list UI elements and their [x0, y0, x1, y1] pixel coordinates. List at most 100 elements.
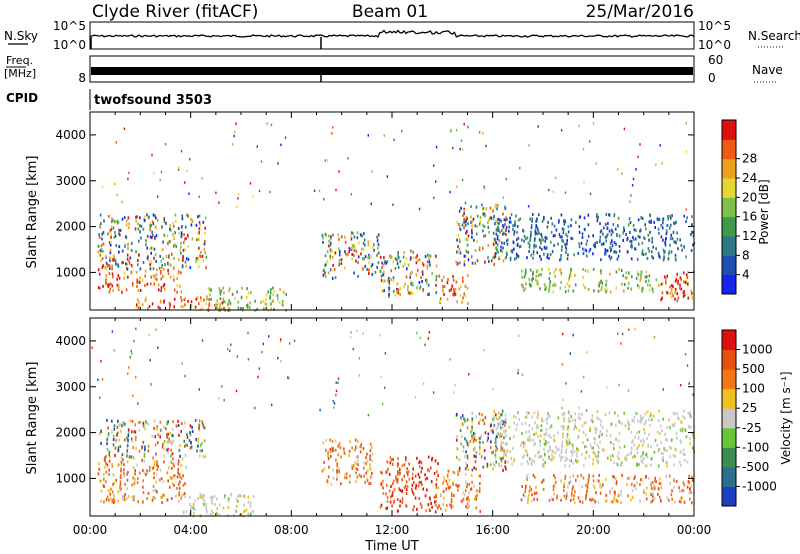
- scatter-cell: [433, 472, 436, 475]
- scatter-cell: [179, 473, 181, 477]
- scatter-cell: [540, 428, 542, 432]
- scatter-cell: [223, 300, 225, 304]
- scatter-cell: [422, 382, 425, 385]
- scatter-cell: [463, 226, 465, 230]
- scatter-cell: [109, 282, 112, 286]
- scatter-cell: [200, 251, 202, 255]
- scatter-cell: [492, 462, 495, 466]
- scatter-cell: [106, 463, 109, 467]
- x-tick-label: 16:00: [475, 523, 510, 537]
- scatter-cell: [549, 445, 551, 449]
- scatter-cell: [586, 351, 588, 354]
- scatter-cell: [177, 272, 180, 276]
- scatter-cell: [686, 216, 688, 220]
- scatter-cell: [537, 425, 539, 429]
- scatter-cell: [398, 256, 400, 260]
- scatter-cell: [357, 261, 359, 265]
- scatter-cell: [148, 215, 150, 219]
- scatter-cell: [679, 490, 681, 494]
- scatter-cell: [615, 286, 618, 290]
- scatter-cell: [602, 242, 605, 246]
- scatter-cell: [471, 480, 473, 484]
- scatter-cell: [490, 429, 492, 433]
- scatter-cell: [158, 288, 160, 292]
- scatter-cell: [121, 424, 123, 428]
- scatter-cell: [256, 145, 258, 148]
- scatter-cell: [166, 435, 168, 439]
- scatter-cell: [336, 468, 338, 472]
- scatter-cell: [204, 455, 207, 459]
- scatter-cell: [122, 261, 124, 264]
- scatter-cell: [494, 464, 496, 468]
- scatter-cell: [513, 421, 515, 425]
- scatter-cell: [422, 263, 425, 267]
- scatter-cell: [374, 270, 377, 274]
- scatter-cell: [369, 442, 372, 446]
- scatter-cell: [468, 491, 470, 495]
- scatter-cell: [456, 128, 458, 132]
- scatter-cell: [371, 273, 374, 276]
- scatter-cell: [366, 452, 368, 456]
- scatter-cell: [362, 241, 365, 245]
- scatter-cell: [530, 253, 532, 257]
- scatter-cell: [496, 432, 499, 436]
- scatter-cell: [557, 447, 560, 451]
- scatter-cell: [605, 477, 607, 481]
- scatter-cell: [160, 270, 162, 273]
- scatter-cell: [596, 214, 598, 218]
- scatter-cell: [246, 287, 248, 291]
- scatter-cell: [139, 276, 141, 280]
- scatter-cell: [401, 478, 403, 482]
- scatter-cell: [471, 428, 473, 432]
- scatter-cell: [581, 485, 584, 489]
- scatter-cell: [454, 292, 457, 296]
- scatter-cell: [616, 500, 619, 504]
- scatter-cell: [481, 413, 483, 417]
- scatter-cell: [456, 238, 458, 242]
- scatter-cell: [639, 455, 642, 459]
- scatter-cell: [324, 274, 327, 278]
- scatter-cell: [688, 382, 690, 385]
- scatter-cell: [526, 415, 528, 419]
- nsky-series-line: [89, 29, 695, 38]
- scatter-cell: [671, 423, 674, 427]
- colorbar-segment: [722, 369, 736, 390]
- scatter-cell: [525, 450, 528, 453]
- scatter-cell: [403, 251, 405, 255]
- scatter-cell: [546, 421, 548, 425]
- scatter-cell: [603, 226, 605, 230]
- scatter-cell: [579, 417, 582, 421]
- scatter-cell: [639, 143, 641, 146]
- scatter-cell: [382, 479, 384, 483]
- scatter-cell: [620, 490, 622, 493]
- scatter-cell: [543, 442, 546, 446]
- scatter-cell: [600, 279, 602, 283]
- scatter-cell: [353, 235, 356, 239]
- scatter-cell: [162, 493, 164, 497]
- scatter-cell: [426, 476, 428, 480]
- scatter-cell: [152, 466, 155, 470]
- scatter-cell: [155, 273, 158, 277]
- scatter-cell: [582, 247, 584, 251]
- scatter-cell: [412, 467, 414, 471]
- scatter-cell: [683, 416, 686, 420]
- scatter-cell: [438, 504, 440, 508]
- scatter-cell: [262, 342, 264, 346]
- scatter-cell: [265, 303, 268, 306]
- scatter-cell: [611, 475, 614, 478]
- scatter-cell: [360, 252, 362, 256]
- scatter-cell: [651, 250, 653, 254]
- scatter-cell: [669, 214, 671, 218]
- scatter-cell: [683, 458, 686, 462]
- scatter-cell: [421, 270, 424, 274]
- scatter-cell: [604, 252, 607, 256]
- scatter-cell: [533, 443, 535, 447]
- scatter-cell: [610, 255, 613, 259]
- scatter-cell: [208, 304, 210, 308]
- scatter-cell: [649, 424, 651, 428]
- scatter-cell: [184, 482, 186, 486]
- scatter-cell: [566, 457, 569, 461]
- scatter-cell: [334, 448, 337, 452]
- scatter-cell: [348, 480, 351, 484]
